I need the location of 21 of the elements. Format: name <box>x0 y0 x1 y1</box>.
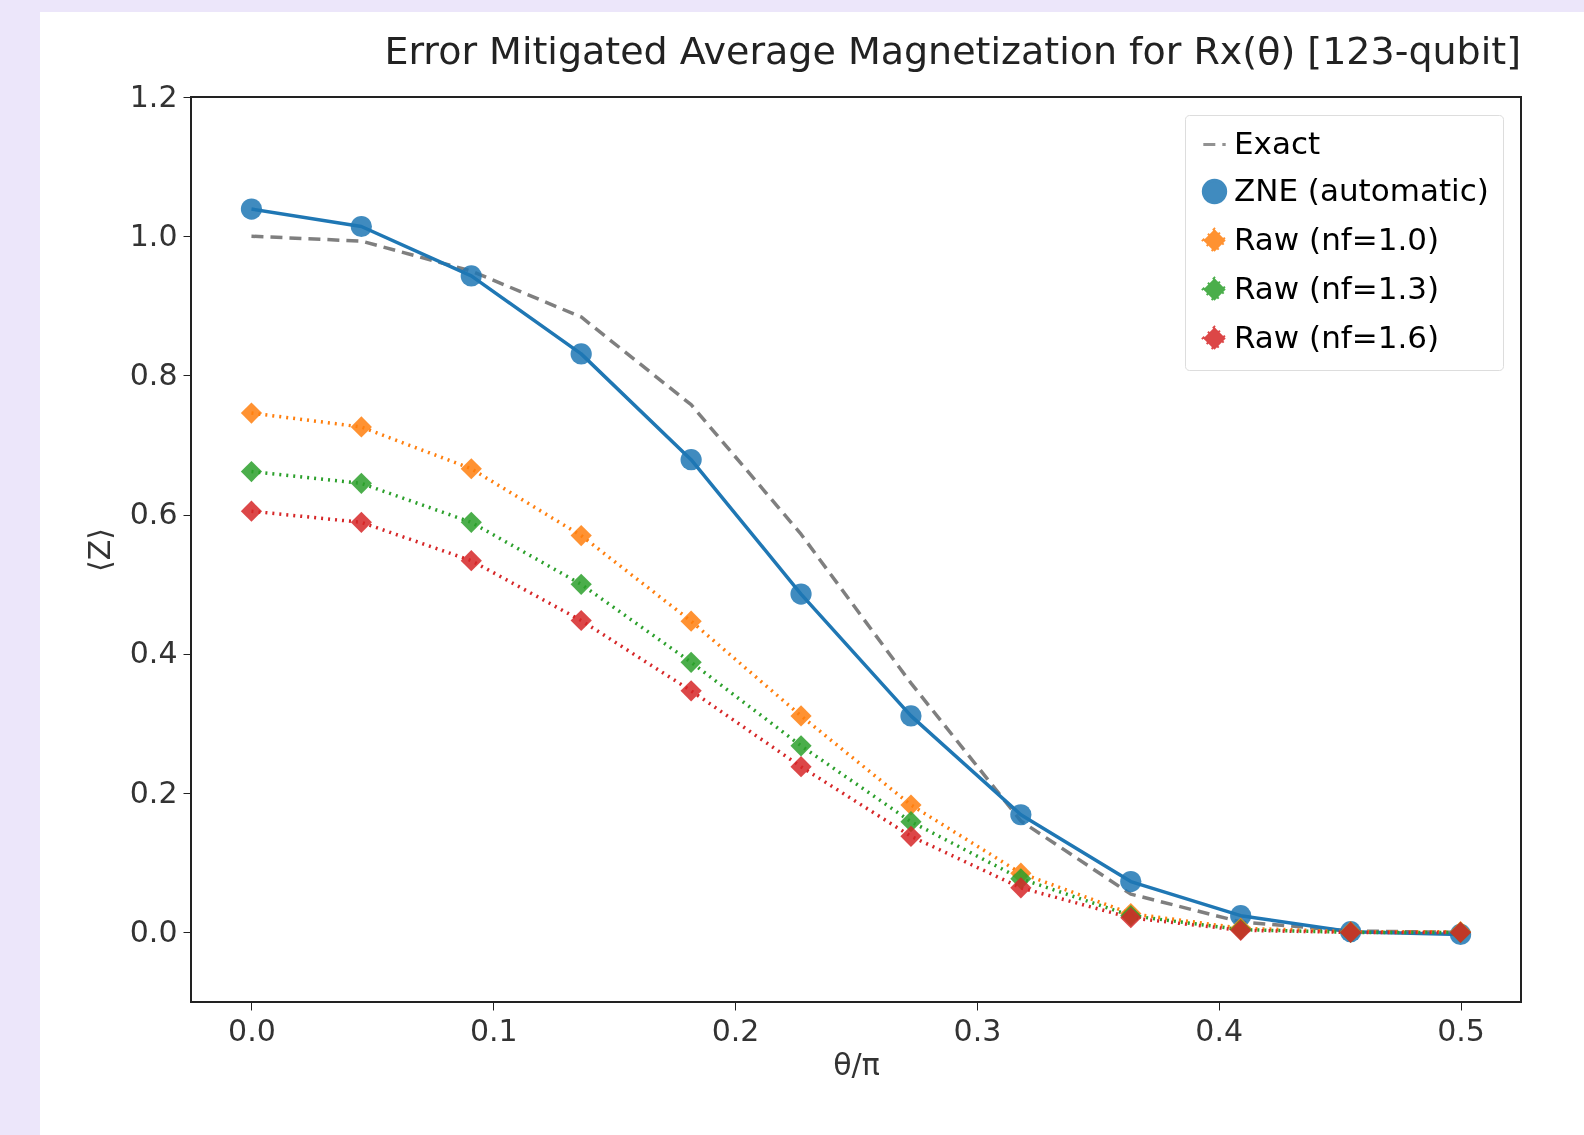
x-tick-label: 0.1 <box>469 1012 518 1048</box>
legend-label: Raw (nf=1.6) <box>1234 318 1440 355</box>
y-tick-label: 1.0 <box>129 217 178 253</box>
y-axis-title: ⟨Z⟩ <box>81 528 117 572</box>
x-axis-title: θ/π <box>833 1046 880 1082</box>
x-tick-label: 0.5 <box>1437 1012 1485 1048</box>
y-tick-label: 0.2 <box>129 774 178 810</box>
chart-title: Error Mitigated Average Magnetization for Rx(θ) [123-qubit] <box>384 29 1521 73</box>
y-tick-label: 1.2 <box>129 78 178 114</box>
x-tick-label: 0.2 <box>711 1012 760 1048</box>
legend-label: Raw (nf=1.3) <box>1234 269 1440 306</box>
x-tick-label: 0.4 <box>1195 1012 1244 1048</box>
y-tick-label: 0.4 <box>129 635 178 671</box>
y-tick-label: 0.0 <box>129 913 178 949</box>
x-tick-label: 0.3 <box>953 1012 1002 1048</box>
legend-label: Exact <box>1234 124 1321 161</box>
legend-label: Raw (nf=1.0) <box>1234 220 1440 257</box>
y-tick-label: 0.8 <box>129 356 178 392</box>
legend-label: ZNE (automatic) <box>1234 171 1489 208</box>
x-tick-label: 0.0 <box>228 1012 276 1048</box>
y-tick-label: 0.6 <box>129 496 178 532</box>
